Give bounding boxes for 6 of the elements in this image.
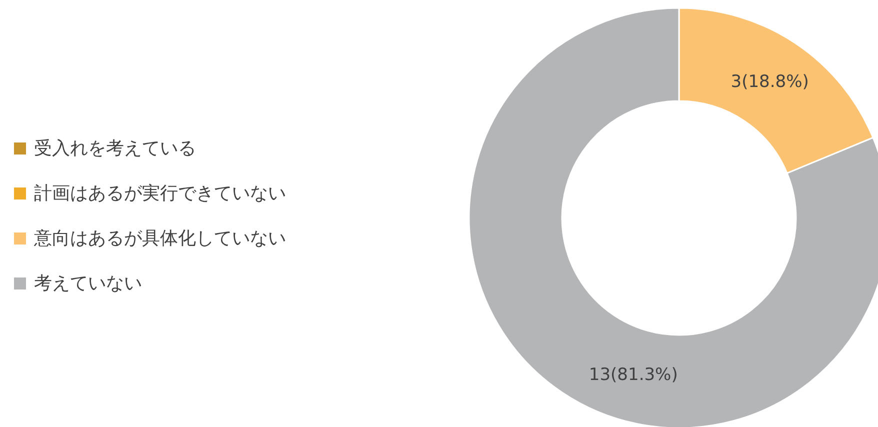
legend-label: 考えていない xyxy=(34,273,142,294)
data-label: 3(18.8%) xyxy=(730,72,809,92)
data-label: 13(81.3%) xyxy=(588,365,678,386)
legend-label: 意向はあるが具体化していない xyxy=(33,228,286,249)
legend-label: 計画はあるが実行できていない xyxy=(34,183,286,204)
legend-label: 受入れを考えている xyxy=(34,138,196,159)
